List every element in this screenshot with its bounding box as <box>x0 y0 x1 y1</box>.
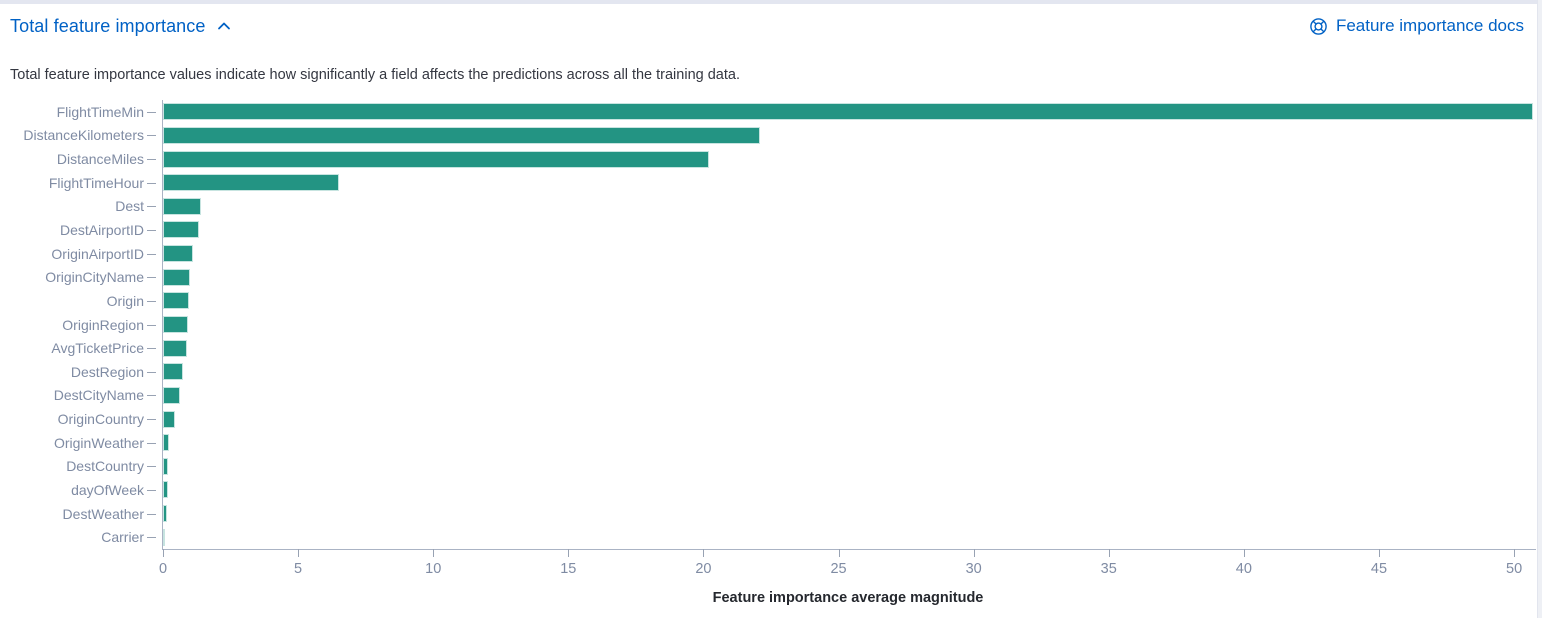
y-axis-label: OriginWeather <box>53 434 144 451</box>
y-axis-label: Dest <box>115 198 144 215</box>
bar <box>163 103 1533 121</box>
bar <box>163 126 761 144</box>
y-axis-label: OriginAirportID <box>51 245 144 262</box>
y-axis-label: OriginCityName <box>45 269 144 286</box>
y-axis-label: Origin <box>106 292 144 309</box>
x-axis-tick-label: 50 <box>1506 561 1523 577</box>
x-axis-title: Feature importance average magnitude <box>712 590 984 606</box>
y-axis-label: DestCityName <box>53 387 144 404</box>
y-axis-tick <box>147 183 156 184</box>
y-axis-tick <box>147 254 156 255</box>
x-axis-line <box>162 549 1536 550</box>
bar <box>163 434 169 452</box>
y-axis-tick <box>147 135 156 136</box>
docs-link-label: Feature importance docs <box>1335 16 1524 35</box>
x-axis-tick <box>1378 549 1380 557</box>
panel-top-divider <box>0 0 1542 4</box>
x-axis-tick <box>838 549 840 557</box>
x-axis-tick <box>703 549 705 557</box>
y-axis-tick <box>147 419 156 420</box>
y-axis-tick <box>147 112 156 113</box>
y-axis-tick <box>147 325 156 326</box>
y-axis-tick <box>147 206 156 207</box>
y-axis-tick <box>147 514 156 515</box>
x-axis-tick-label: 45 <box>1370 561 1388 577</box>
x-axis-tick <box>973 549 975 557</box>
y-axis-tick <box>147 348 156 349</box>
y-axis-label: OriginRegion <box>62 316 144 333</box>
scrollbar-track[interactable] <box>1537 0 1542 618</box>
x-axis-tick-label: 40 <box>1235 561 1252 577</box>
y-axis-tick <box>147 443 156 444</box>
x-axis-tick <box>163 549 164 557</box>
y-axis-label: FlightTimeHour <box>48 174 144 191</box>
x-axis-tick <box>433 549 435 557</box>
bar <box>163 410 175 428</box>
accordion-toggle-total-feature-importance[interactable]: Total feature importance <box>10 16 232 37</box>
bar <box>163 339 188 357</box>
bar <box>163 174 339 192</box>
y-axis-label: DestWeather <box>62 505 144 522</box>
y-axis-label: OriginCountry <box>57 411 144 428</box>
x-axis-tick <box>1243 549 1245 557</box>
help-lifebuoy-icon <box>1309 17 1328 36</box>
bar <box>163 528 165 546</box>
bar <box>163 505 168 523</box>
y-axis-label: DestRegion <box>70 363 144 380</box>
x-axis-tick-label: 30 <box>965 561 982 577</box>
y-axis-label: AvgTicketPrice <box>51 340 144 357</box>
x-axis-tick <box>1514 549 1516 557</box>
y-axis-tick <box>147 230 156 231</box>
y-axis-label: Carrier <box>101 529 144 546</box>
section-description: Total feature importance values indicate… <box>10 66 740 83</box>
x-axis-tick-label: 10 <box>425 561 442 577</box>
y-axis-tick <box>147 372 156 373</box>
y-axis-label: DistanceMiles <box>56 151 144 168</box>
bar <box>163 457 169 475</box>
bar <box>163 292 189 310</box>
x-axis-tick-label: 35 <box>1100 561 1117 577</box>
y-axis-tick <box>147 301 156 302</box>
y-axis-tick <box>147 537 156 538</box>
x-axis-tick-label: 25 <box>830 561 847 577</box>
feature-importance-docs-link[interactable]: Feature importance docs <box>1309 16 1524 36</box>
bar <box>163 150 709 168</box>
bar <box>163 316 188 333</box>
chevron-up-icon <box>216 18 232 34</box>
y-axis-tick <box>147 395 156 396</box>
y-axis-tick <box>147 490 156 491</box>
y-axis-tick <box>147 159 156 160</box>
bar <box>163 481 168 499</box>
bar <box>163 363 183 381</box>
x-axis-tick <box>1108 549 1110 557</box>
bar <box>163 245 193 263</box>
x-axis-tick-label: 0 <box>158 561 168 577</box>
y-axis-label: DistanceKilometers <box>23 127 144 144</box>
bar <box>163 386 180 404</box>
y-axis-label: DestAirportID <box>59 221 144 238</box>
x-axis-tick-label: 20 <box>695 561 712 577</box>
y-axis-tick <box>147 466 156 467</box>
x-axis-tick-label: 15 <box>560 561 577 577</box>
x-axis-tick <box>298 549 300 557</box>
bar <box>163 197 201 215</box>
bar <box>163 268 191 286</box>
y-axis-label: FlightTimeMin <box>56 103 144 120</box>
y-axis-tick <box>147 277 156 278</box>
y-axis-label: DestCountry <box>66 458 144 475</box>
y-axis-label: dayOfWeek <box>71 481 144 498</box>
section-title: Total feature importance <box>10 15 206 36</box>
x-axis-tick-label: 5 <box>294 561 303 577</box>
bar <box>163 221 200 239</box>
x-axis-tick <box>568 549 570 557</box>
section-header: Total feature importance Feature importa… <box>10 11 1524 41</box>
y-axis-line <box>162 100 163 550</box>
